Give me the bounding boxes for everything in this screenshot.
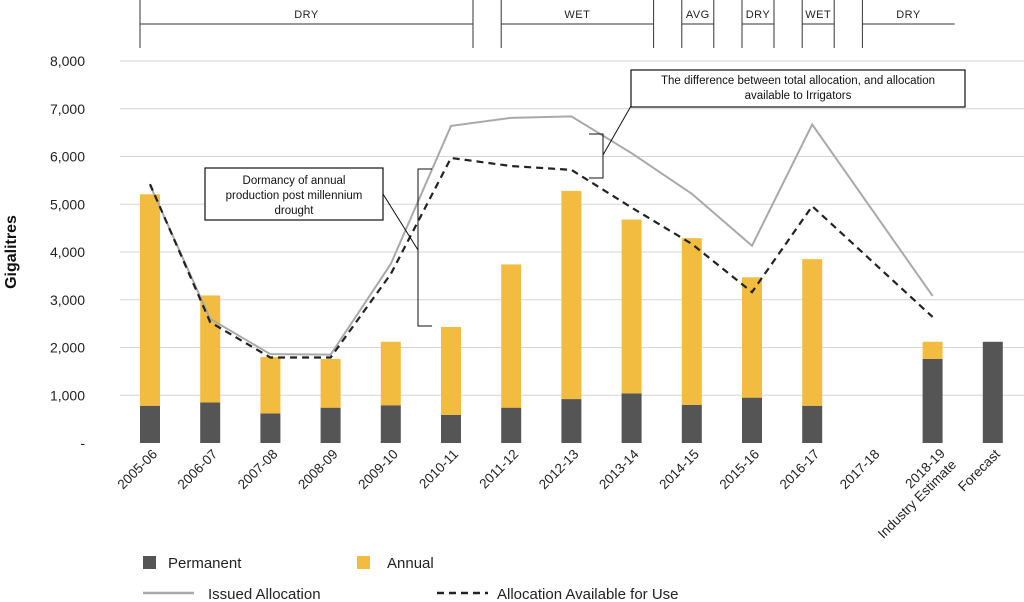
phase-label: WET xyxy=(564,9,590,21)
bar-permanent xyxy=(501,407,522,443)
y-tick-label: - xyxy=(80,435,85,451)
bar-permanent xyxy=(140,405,160,443)
bar-permanent xyxy=(320,407,341,443)
svg-text:Issued Allocation: Issued Allocation xyxy=(208,586,321,602)
bar-permanent xyxy=(922,358,943,443)
phase-label: DRY xyxy=(896,9,921,21)
bar-annual xyxy=(441,326,461,415)
x-axis: 2005-06 2006-07 2007-08 2008-09 2009-10 2010-… xyxy=(114,446,1003,542)
bar-permanent xyxy=(561,399,582,443)
x-tick-label: 2009-10 xyxy=(355,447,401,493)
annotations: Dormancy of annual production post millen… xyxy=(204,69,966,327)
bar-permanent xyxy=(621,393,642,443)
bar-permanent xyxy=(200,402,221,443)
svg-text:Annual: Annual xyxy=(387,555,434,572)
bar-permanent xyxy=(681,404,702,443)
bar-annual xyxy=(260,357,281,414)
y-tick-label: 6,000 xyxy=(50,149,85,165)
x-tick-label: 2010-11 xyxy=(416,447,461,492)
climate-phase-bar: DRY WET AVG DRY WET DRY xyxy=(139,0,955,48)
x-tick-label: Forecast xyxy=(955,446,1003,494)
svg-text:production post millennium: production post millennium xyxy=(226,190,363,202)
bar-permanent xyxy=(380,405,401,443)
bar-annual xyxy=(380,341,401,406)
x-tick-label: 2015-16 xyxy=(716,447,762,493)
phase-label: DRY xyxy=(294,9,319,21)
svg-text:drought: drought xyxy=(274,205,314,217)
svg-text:available to Irrigators: available to Irrigators xyxy=(745,90,852,102)
bar-annual xyxy=(681,238,702,405)
phase-segment: DRY xyxy=(139,0,474,48)
x-tick-label: 2008-09 xyxy=(295,447,341,493)
x-tick-label: 2011-12 xyxy=(476,447,521,492)
bar-annual xyxy=(561,190,582,400)
bars xyxy=(140,190,1003,443)
phase-segment: WET xyxy=(500,0,655,48)
phase-segment: WET xyxy=(801,0,835,48)
phase-segment: AVG xyxy=(681,0,715,48)
phase-label: AVG xyxy=(686,9,710,21)
bar-annual xyxy=(922,341,943,359)
phase-segment: DRY xyxy=(861,0,955,48)
bar-annual xyxy=(621,219,642,394)
bar-annual xyxy=(742,277,762,398)
line-allocation-available xyxy=(148,156,934,359)
annotation-difference: The difference between total allocation,… xyxy=(589,69,966,179)
bar-permanent xyxy=(441,414,461,443)
y-axis-label: Gigalitres xyxy=(3,215,20,289)
y-tick-label: 5,000 xyxy=(50,196,85,212)
svg-text:Dormancy of annual: Dormancy of annual xyxy=(243,175,346,187)
legend: Permanent Annual Issued Allocation Allocati… xyxy=(143,555,679,602)
y-tick-label: 2,000 xyxy=(50,340,85,356)
lines xyxy=(148,115,934,359)
y-axis: - 1,000 2,000 3,000 4,000 5,000 6,000 7,000 8,00… xyxy=(50,53,85,451)
bar-annual xyxy=(501,264,522,408)
phase-label: DRY xyxy=(746,9,771,21)
line-issued-allocation xyxy=(149,115,934,356)
y-tick-label: 4,000 xyxy=(50,244,85,260)
x-tick-label: 2006-07 xyxy=(175,447,221,493)
annotation-dormancy: Dormancy of annual production post millen… xyxy=(204,167,432,327)
y-tick-label: 3,000 xyxy=(50,292,85,308)
x-tick-label: 2016-17 xyxy=(777,447,823,493)
bar-annual xyxy=(802,259,823,406)
x-tick-label: 2005-06 xyxy=(114,447,160,493)
bar-permanent xyxy=(742,397,762,443)
bar-annual xyxy=(140,194,160,406)
y-tick-label: 1,000 xyxy=(50,387,85,403)
x-tick-label: 2014-15 xyxy=(656,447,702,493)
svg-text:Permanent: Permanent xyxy=(168,555,242,572)
bar-permanent xyxy=(982,341,1003,443)
legend-item-allocation-available: Allocation Available for Use xyxy=(437,586,679,602)
bar-permanent xyxy=(802,405,823,443)
legend-item-annual: Annual xyxy=(357,555,434,572)
phase-segment: DRY xyxy=(741,0,775,48)
svg-text:The difference between total a: The difference between total allocation,… xyxy=(661,75,935,87)
bar-permanent xyxy=(260,413,281,443)
y-tick-label: 7,000 xyxy=(50,101,85,117)
phase-label: WET xyxy=(805,9,831,21)
x-tick-label: 2013-14 xyxy=(596,446,642,492)
x-tick-label: 2007-08 xyxy=(235,447,281,493)
legend-item-permanent: Permanent xyxy=(143,555,242,572)
svg-text:Allocation Available for Use: Allocation Available for Use xyxy=(497,586,679,602)
bar-annual xyxy=(320,358,341,408)
y-tick-label: 8,000 xyxy=(50,53,85,69)
bar-annual xyxy=(200,295,221,403)
x-tick-label: 2012-13 xyxy=(536,447,582,493)
x-tick-label: 2017-18 xyxy=(837,447,883,493)
legend-item-issued-allocation: Issued Allocation xyxy=(143,586,321,602)
